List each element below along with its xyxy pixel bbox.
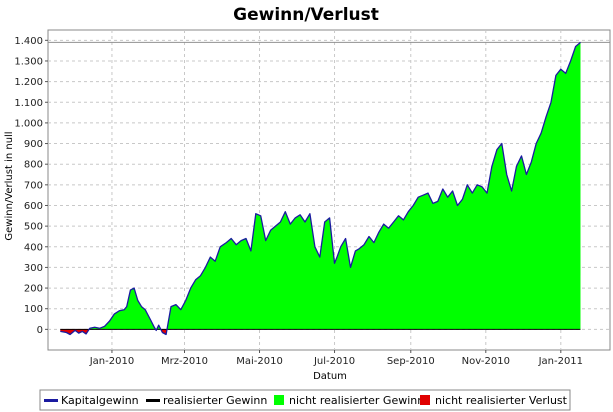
- legend-item-label: realisierter Gewinn: [163, 394, 267, 407]
- y-tick-label: 800: [24, 160, 43, 171]
- y-tick-label: 900: [24, 139, 43, 150]
- y-tick-label: 100: [24, 304, 43, 315]
- legend-item-label: nicht realisierter Gewinn: [289, 394, 424, 407]
- y-tick-label: 400: [24, 242, 43, 253]
- legend-item-label: Kapitalgewinn: [61, 394, 139, 407]
- y-tick-label: 200: [24, 284, 43, 295]
- x-tick-label: Nov-2010: [462, 356, 510, 367]
- chart-title: Gewinn/Verlust: [233, 5, 379, 25]
- x-axis-label: Datum: [313, 371, 347, 382]
- y-tick-label: 700: [24, 180, 43, 191]
- x-tick-label: Sep-2010: [387, 356, 435, 367]
- x-tick-label: Mrz-2010: [161, 356, 208, 367]
- unrealized-loss-area: [60, 329, 581, 335]
- y-tick-label: 300: [24, 263, 43, 274]
- y-tick-label: 600: [24, 201, 43, 212]
- legend-swatch: [274, 395, 284, 405]
- plot-area: 0 100 200 300 400 500 600 700 800 900 1.000 1.100 1.…: [14, 29, 611, 367]
- unrealized-gain-area: [89, 42, 581, 330]
- y-tick-label: 0: [37, 325, 43, 336]
- y-axis-label: Gewinn/Verlust in null: [4, 131, 15, 240]
- legend: Kapitalgewinn realisierter Gewinn nicht re…: [39, 389, 571, 411]
- legend-swatch: [420, 395, 430, 405]
- x-tick-label: Mai-2010: [236, 356, 283, 367]
- y-tick-label: 1.000: [14, 118, 43, 129]
- legend-swatch: [44, 399, 58, 402]
- y-tick-label: 1.200: [14, 77, 43, 88]
- x-tick-label: Jan-2011: [538, 356, 583, 367]
- legend-item-label: nicht realisierter Verlust: [435, 394, 568, 407]
- y-tick-label: 500: [24, 222, 43, 233]
- capital-gain-line: [60, 41, 581, 336]
- x-tick-label: Jul-2010: [313, 356, 355, 367]
- y-tick-label: 1.100: [14, 98, 43, 109]
- x-tick-label: Jan-2010: [89, 356, 134, 367]
- y-tick-label: 1.400: [14, 36, 43, 47]
- legend-box: [39, 389, 571, 411]
- legend-swatch: [146, 399, 160, 402]
- y-tick-label: 1.300: [14, 56, 43, 67]
